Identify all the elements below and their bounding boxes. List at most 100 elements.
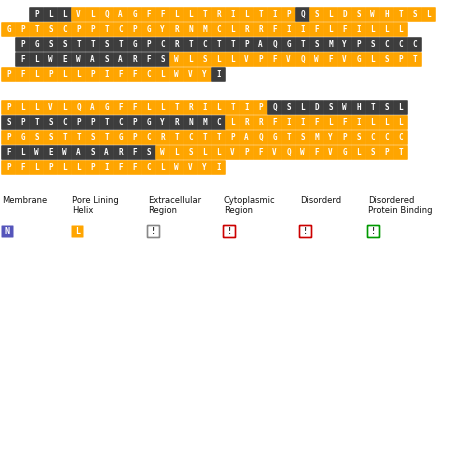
FancyBboxPatch shape [99,52,114,67]
Text: S: S [356,133,361,142]
FancyBboxPatch shape [29,145,44,160]
Text: T: T [118,40,123,49]
FancyBboxPatch shape [85,52,100,67]
Text: P: P [132,133,137,142]
Text: P: P [6,133,11,142]
Text: W: W [300,148,305,157]
Text: I: I [216,163,221,172]
FancyBboxPatch shape [43,37,58,52]
FancyBboxPatch shape [183,22,198,37]
FancyBboxPatch shape [29,160,44,175]
FancyBboxPatch shape [169,160,184,175]
Text: P: P [230,133,235,142]
FancyBboxPatch shape [337,22,352,37]
Text: W: W [174,55,179,64]
FancyBboxPatch shape [393,7,408,22]
Text: S: S [48,118,53,127]
FancyBboxPatch shape [281,115,296,130]
FancyBboxPatch shape [71,67,86,82]
FancyBboxPatch shape [113,145,128,160]
Text: T: T [202,10,207,19]
FancyBboxPatch shape [337,52,352,67]
FancyBboxPatch shape [15,67,30,82]
Text: Q: Q [258,133,263,142]
Text: W: W [34,148,39,157]
FancyBboxPatch shape [239,52,254,67]
FancyBboxPatch shape [211,160,226,175]
FancyBboxPatch shape [309,145,324,160]
Text: L: L [384,118,389,127]
FancyBboxPatch shape [15,160,30,175]
FancyBboxPatch shape [141,100,156,115]
FancyBboxPatch shape [365,145,380,160]
FancyBboxPatch shape [85,7,100,22]
FancyBboxPatch shape [281,37,296,52]
Text: P: P [6,103,11,112]
Text: S: S [146,148,151,157]
Text: M: M [202,25,207,34]
Text: L: L [370,25,375,34]
FancyBboxPatch shape [141,130,156,145]
Text: T: T [258,10,263,19]
Text: E: E [62,55,67,64]
Text: C: C [202,40,207,49]
Text: C: C [146,133,151,142]
Text: T: T [62,133,67,142]
FancyBboxPatch shape [99,130,114,145]
Text: P: P [132,118,137,127]
FancyBboxPatch shape [1,160,16,175]
Text: R: R [244,25,249,34]
Text: V: V [244,55,249,64]
FancyBboxPatch shape [29,67,44,82]
Text: L: L [398,103,403,112]
FancyBboxPatch shape [309,100,324,115]
FancyBboxPatch shape [169,100,184,115]
FancyBboxPatch shape [239,130,254,145]
Text: L: L [244,10,249,19]
Text: G: G [272,133,277,142]
FancyBboxPatch shape [43,130,58,145]
FancyBboxPatch shape [281,22,296,37]
Text: L: L [174,148,179,157]
FancyBboxPatch shape [183,145,198,160]
FancyBboxPatch shape [141,37,156,52]
FancyBboxPatch shape [379,115,394,130]
FancyBboxPatch shape [393,37,408,52]
FancyBboxPatch shape [365,100,380,115]
Text: L: L [356,148,361,157]
FancyBboxPatch shape [72,226,83,237]
FancyBboxPatch shape [225,115,240,130]
Text: F: F [132,148,137,157]
FancyBboxPatch shape [267,100,282,115]
FancyBboxPatch shape [225,37,240,52]
Text: R: R [188,103,193,112]
Text: W: W [174,70,179,79]
Text: L: L [328,118,333,127]
FancyBboxPatch shape [197,37,212,52]
Text: V: V [272,148,277,157]
Text: T: T [300,40,305,49]
Text: I: I [356,118,361,127]
FancyBboxPatch shape [99,22,114,37]
Text: Y: Y [202,70,207,79]
Text: C: C [62,118,67,127]
Text: F: F [314,25,319,34]
Text: I: I [286,25,291,34]
FancyBboxPatch shape [309,130,324,145]
Text: P: P [258,103,263,112]
Text: A: A [90,55,95,64]
Text: M: M [328,40,333,49]
FancyBboxPatch shape [379,22,394,37]
FancyBboxPatch shape [309,52,324,67]
FancyBboxPatch shape [113,37,128,52]
Text: L: L [202,148,207,157]
FancyBboxPatch shape [169,115,184,130]
FancyBboxPatch shape [113,7,128,22]
Text: C: C [62,25,67,34]
FancyBboxPatch shape [225,22,240,37]
Text: V: V [48,103,53,112]
FancyBboxPatch shape [393,145,408,160]
Text: F: F [146,55,151,64]
FancyBboxPatch shape [113,160,128,175]
Text: A: A [258,40,263,49]
